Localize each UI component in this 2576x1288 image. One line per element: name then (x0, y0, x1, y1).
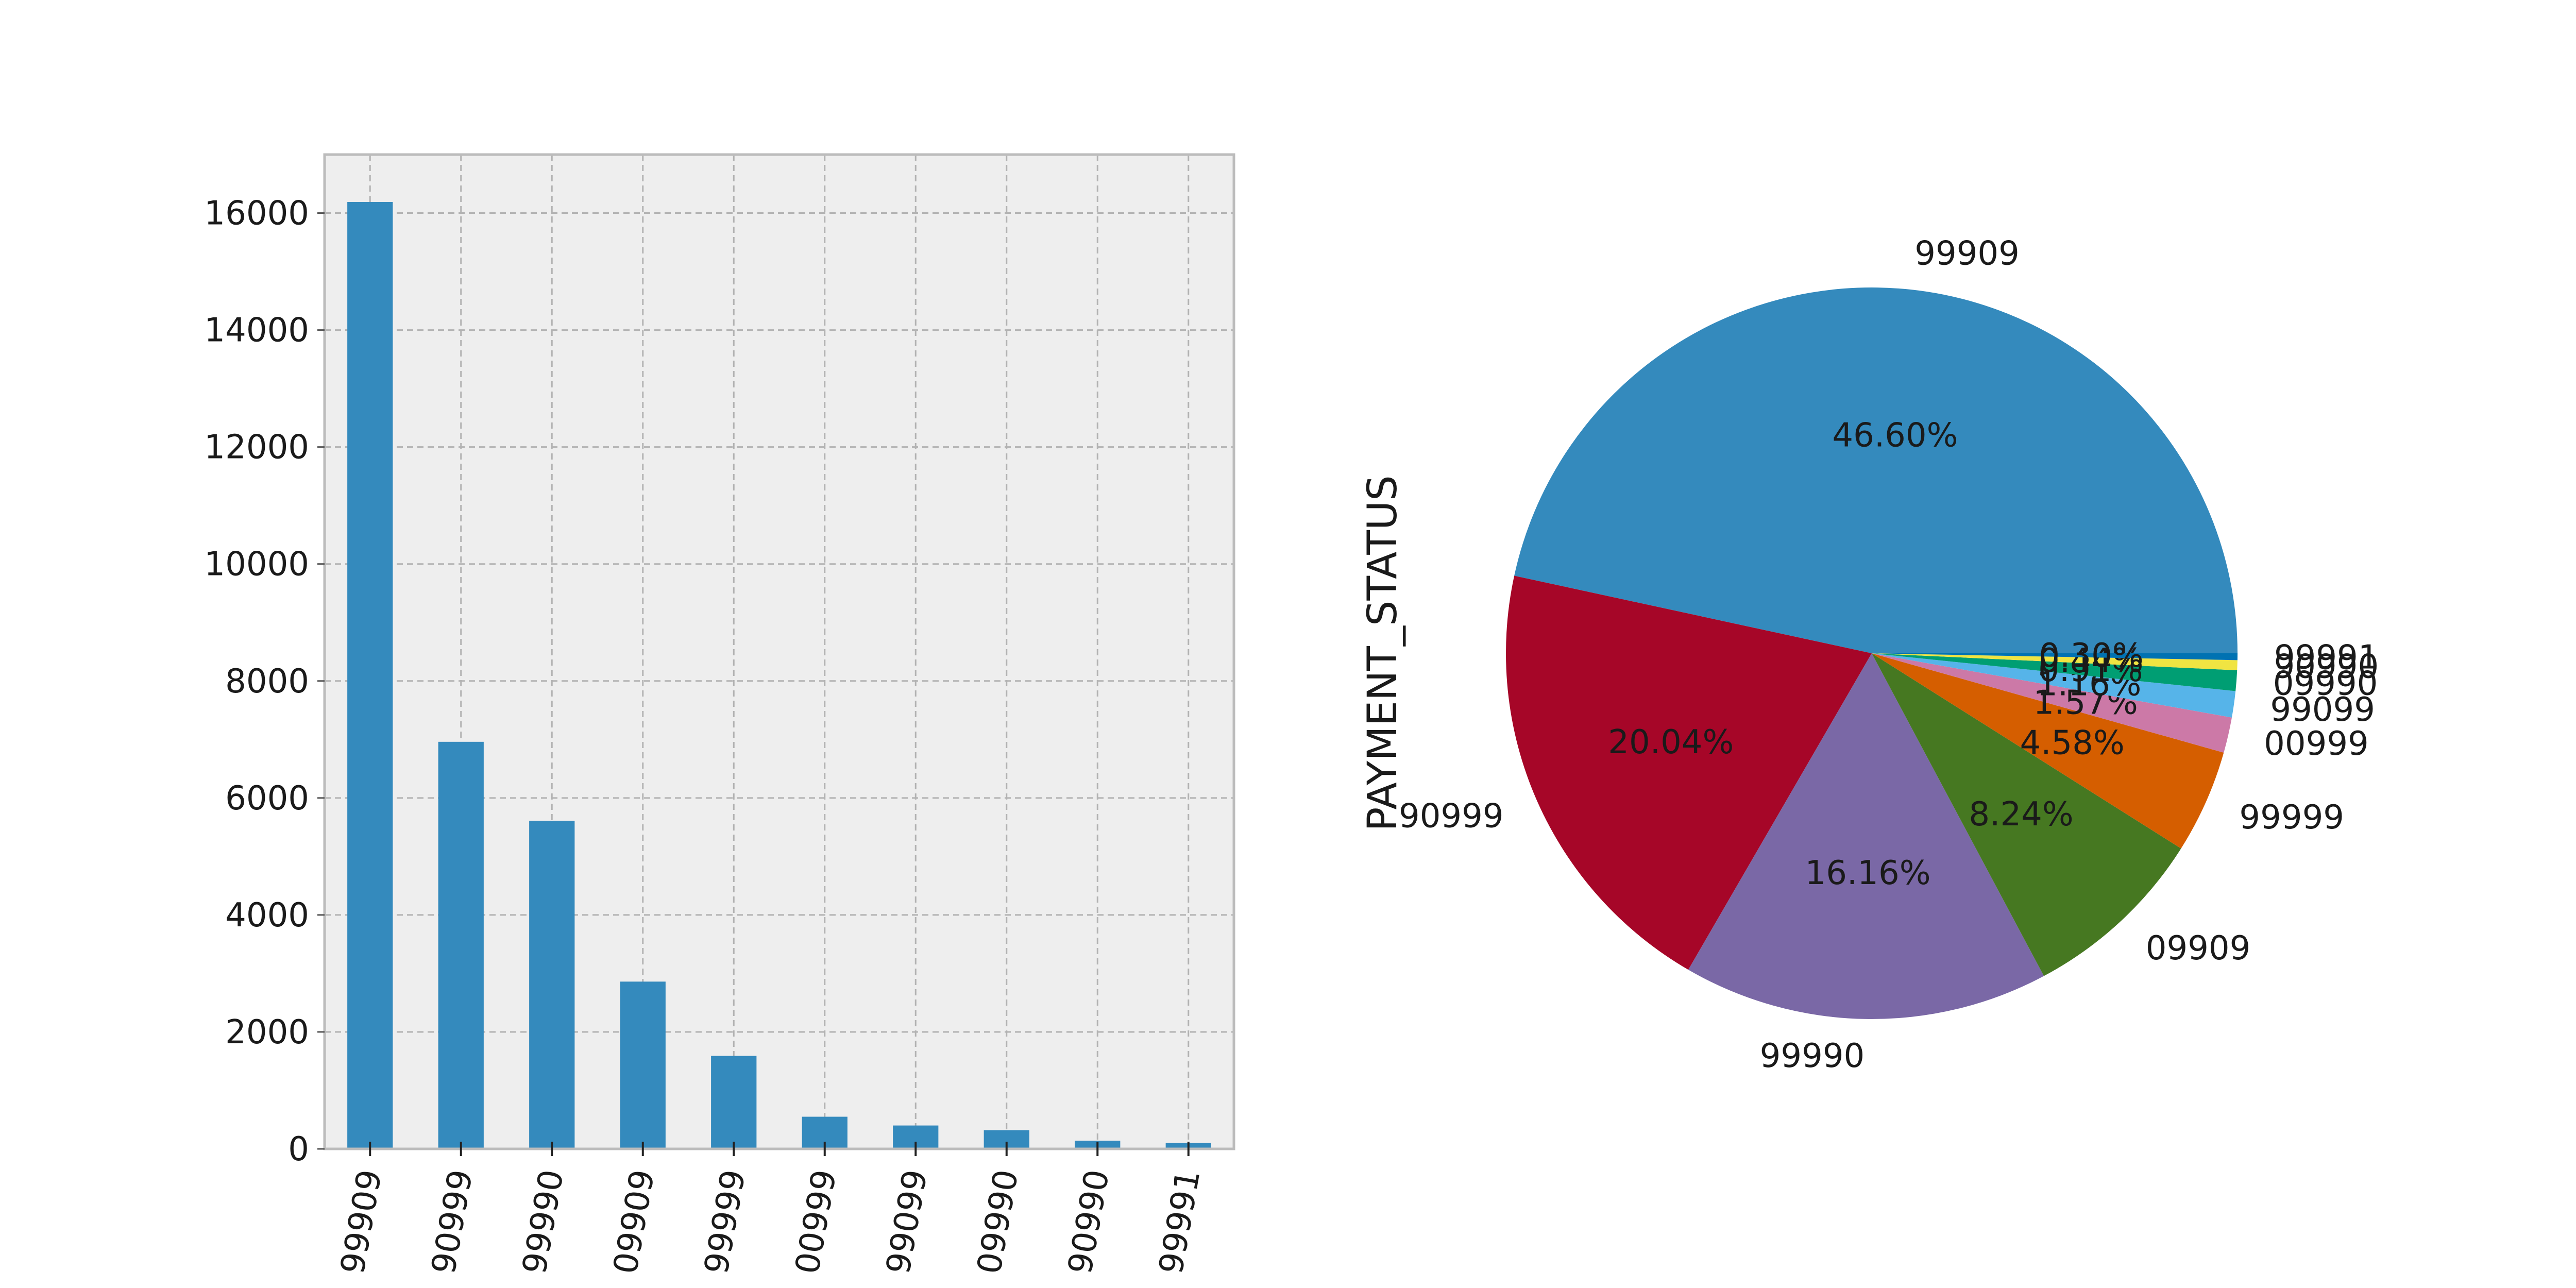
bar-99909 (347, 201, 393, 1149)
pie-percent-90990: 0.44% (2039, 642, 2143, 680)
pie-slice-09909 (1872, 653, 2181, 976)
pie-label-00999: 00999 (2264, 725, 2369, 763)
pie-label-99991: 99991 (2274, 638, 2379, 676)
y-tick-label: 10000 (204, 546, 309, 584)
y-tick-label: 4000 (225, 896, 309, 935)
x-tick-label: 99909 (334, 1167, 389, 1277)
pie-percent-09909: 8.24% (1969, 795, 2073, 834)
x-tick-label: 00999 (788, 1167, 844, 1277)
pie-slice-99991 (1872, 653, 2238, 660)
pie-percent-99991: 0.30% (2039, 637, 2143, 675)
x-tick-label: 99991 (1152, 1167, 1208, 1277)
x-tick-label: 90999 (425, 1167, 480, 1277)
pie-label-90999: 90999 (1399, 798, 1504, 836)
pie-percent-99909: 46.60% (1832, 416, 1958, 454)
pie-label-90990: 90990 (2274, 648, 2379, 686)
x-tick-label: 99099 (879, 1167, 935, 1277)
x-tick-label: 99990 (516, 1167, 571, 1277)
y-tick-label: 2000 (225, 1013, 309, 1052)
pie-ylabel: PAYMENT_STATUS (1360, 475, 1406, 831)
x-tick-label: 90990 (1061, 1167, 1117, 1277)
pie-label-99099: 99099 (2270, 691, 2375, 729)
pie-slice-99099 (1872, 653, 2236, 718)
bar-axes-frame (323, 153, 1235, 1150)
pie-slice-09990 (1872, 653, 2238, 691)
x-tick-label: 09990 (970, 1167, 1026, 1277)
pie-slice-90999 (1506, 575, 1872, 970)
y-tick-label: 6000 (225, 779, 309, 818)
pie-percent-90999: 20.04% (1608, 723, 1734, 761)
pie-label-99999: 99999 (2239, 799, 2344, 837)
pie-label-99990: 99990 (1760, 1037, 1865, 1075)
pie-slice-99999 (1872, 653, 2224, 849)
bar-chart: 0 2000 4000 6000 8000 10000 12000 14000 16000 999… (204, 153, 1235, 1277)
pie-label-09909: 09909 (2146, 929, 2251, 968)
pie-label-09990: 09990 (2273, 665, 2378, 703)
pie-slice-00999 (1872, 653, 2232, 753)
pie-slice-90990 (1872, 653, 2238, 670)
bar-90999 (438, 741, 484, 1149)
pie-percent-99990: 16.16% (1805, 854, 1930, 892)
pie-label-99909: 99909 (1914, 234, 2020, 273)
pie-chart: 99909 46.60% 90999 20.04% 99990 16.16% 09909 8.… (1360, 234, 2379, 1075)
bar-09909 (620, 981, 666, 1149)
x-tick-label: 09909 (606, 1167, 662, 1277)
pie-slice-99990 (1688, 653, 2044, 1019)
bar-99999 (711, 1056, 757, 1149)
pie-percent-99999: 4.58% (2020, 724, 2124, 762)
y-tick-label: 14000 (204, 312, 309, 350)
x-tick-label: 99999 (698, 1167, 753, 1277)
y-tick-label: 16000 (204, 195, 309, 233)
y-tick-label: 12000 (204, 429, 309, 467)
bar-99990 (529, 821, 575, 1149)
pie-slice-99909 (1514, 287, 2238, 653)
y-tick-label: 0 (288, 1130, 309, 1168)
y-tick-label: 8000 (225, 663, 309, 701)
